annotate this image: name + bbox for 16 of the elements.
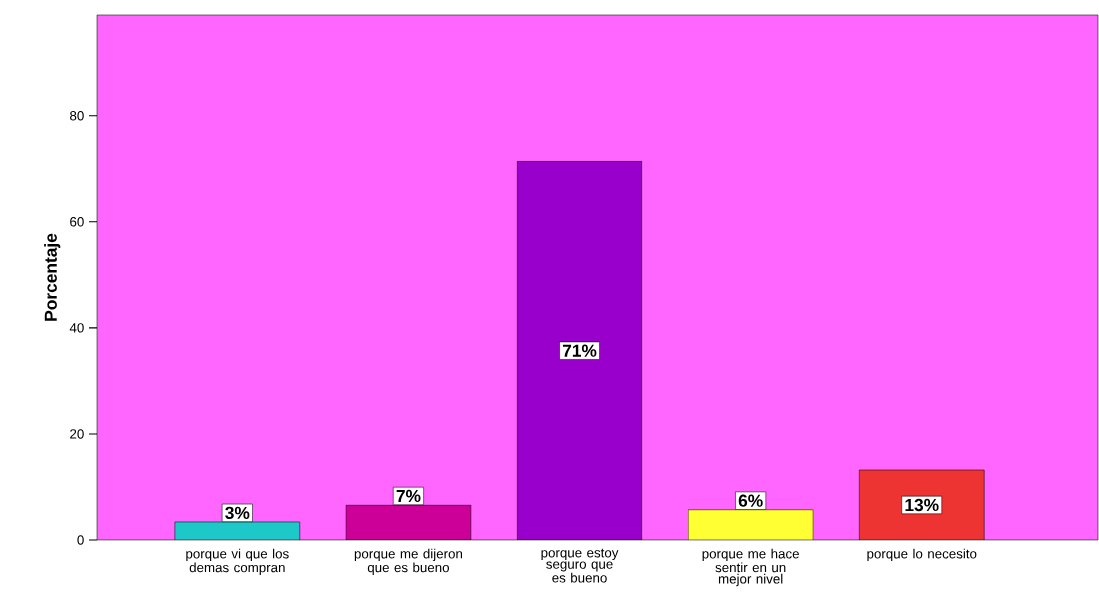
y-axis-title: Porcentaje [44,233,61,321]
y-tick-label: 20 [70,429,84,439]
data-label: 71% [562,344,597,357]
x-tick-label: porque me dijeron que es bueno [354,548,462,575]
data-label: 7% [396,489,421,503]
y-tick-label: 80 [70,111,84,121]
x-tick-label: porque lo necesito [867,548,977,562]
data-label: 3% [225,506,250,520]
x-tick-label: porque estoy seguro que es bueno [541,548,619,583]
x-tick-label: porque me hace sentir en un mejor nivel [702,548,799,587]
y-tick-label: 40 [69,323,84,333]
x-tick-label: porque vi que los demas compran [186,548,289,575]
y-tick-label: 0 [77,535,84,545]
y-tick-label: 60 [70,217,84,227]
data-label: 6% [738,494,763,507]
data-label: 13% [905,498,939,512]
